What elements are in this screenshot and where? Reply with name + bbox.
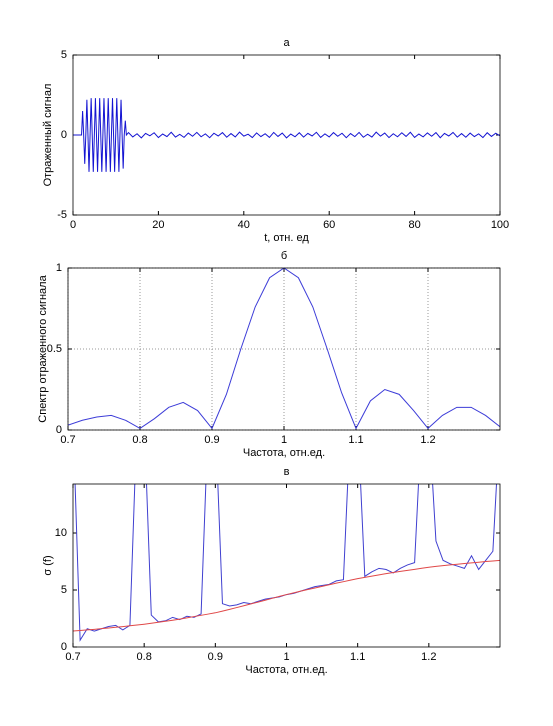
x-tick-label: 0.7 (60, 434, 75, 446)
x-tick-label: 20 (152, 219, 164, 231)
plot-area (73, 484, 500, 647)
y-tick-label: 0 (61, 129, 67, 141)
y-tick-label: 0.5 (47, 343, 62, 355)
x-axis-label: Частота, отн.ед. (245, 664, 327, 676)
y-axis-label: Спектр отраженного сигнала (37, 274, 49, 422)
y-axis-label: Отраженный сигнал (42, 84, 54, 187)
x-tick-label: 1.1 (350, 651, 365, 663)
y-tick-label: 10 (55, 527, 67, 539)
axes-frame (72, 483, 501, 648)
y-tick-label: -5 (57, 209, 67, 221)
x-tick-label: 0.8 (132, 434, 147, 446)
chart-title: в (284, 466, 290, 478)
series-line (73, 559, 500, 632)
chart-title: б (281, 250, 287, 262)
x-tick-label: 1.1 (348, 434, 363, 446)
x-tick-label: 1.2 (421, 651, 436, 663)
x-tick-label: 1 (281, 434, 287, 446)
series-line (68, 268, 500, 430)
axes-frame (67, 267, 501, 431)
chart-title: а (283, 37, 290, 49)
x-tick-label: 60 (323, 219, 335, 231)
x-tick-label: 0.9 (204, 434, 219, 446)
x-axis-label: t, отн. ед (264, 232, 309, 244)
x-axis-label: Частота, отн.ед. (243, 447, 325, 459)
x-tick-label: 1 (283, 651, 289, 663)
x-tick-label: 0.7 (65, 651, 80, 663)
y-axis-label: σ (f) (42, 555, 54, 575)
x-tick-label: 0 (70, 219, 76, 231)
y-tick-label: 0 (61, 641, 67, 653)
x-tick-label: 80 (408, 219, 420, 231)
x-tick-label: 100 (491, 219, 509, 231)
x-tick-label: 0.8 (137, 651, 152, 663)
plot-area (73, 55, 500, 215)
axes-frame (72, 54, 501, 216)
y-tick-label: 5 (61, 49, 67, 61)
y-tick-label: 0 (56, 424, 62, 436)
y-tick-label: 1 (56, 262, 62, 274)
series-line (73, 98, 500, 172)
x-tick-label: 1.2 (420, 434, 435, 446)
x-tick-label: 0.9 (208, 651, 223, 663)
x-tick-label: 40 (238, 219, 250, 231)
y-tick-label: 5 (61, 584, 67, 596)
